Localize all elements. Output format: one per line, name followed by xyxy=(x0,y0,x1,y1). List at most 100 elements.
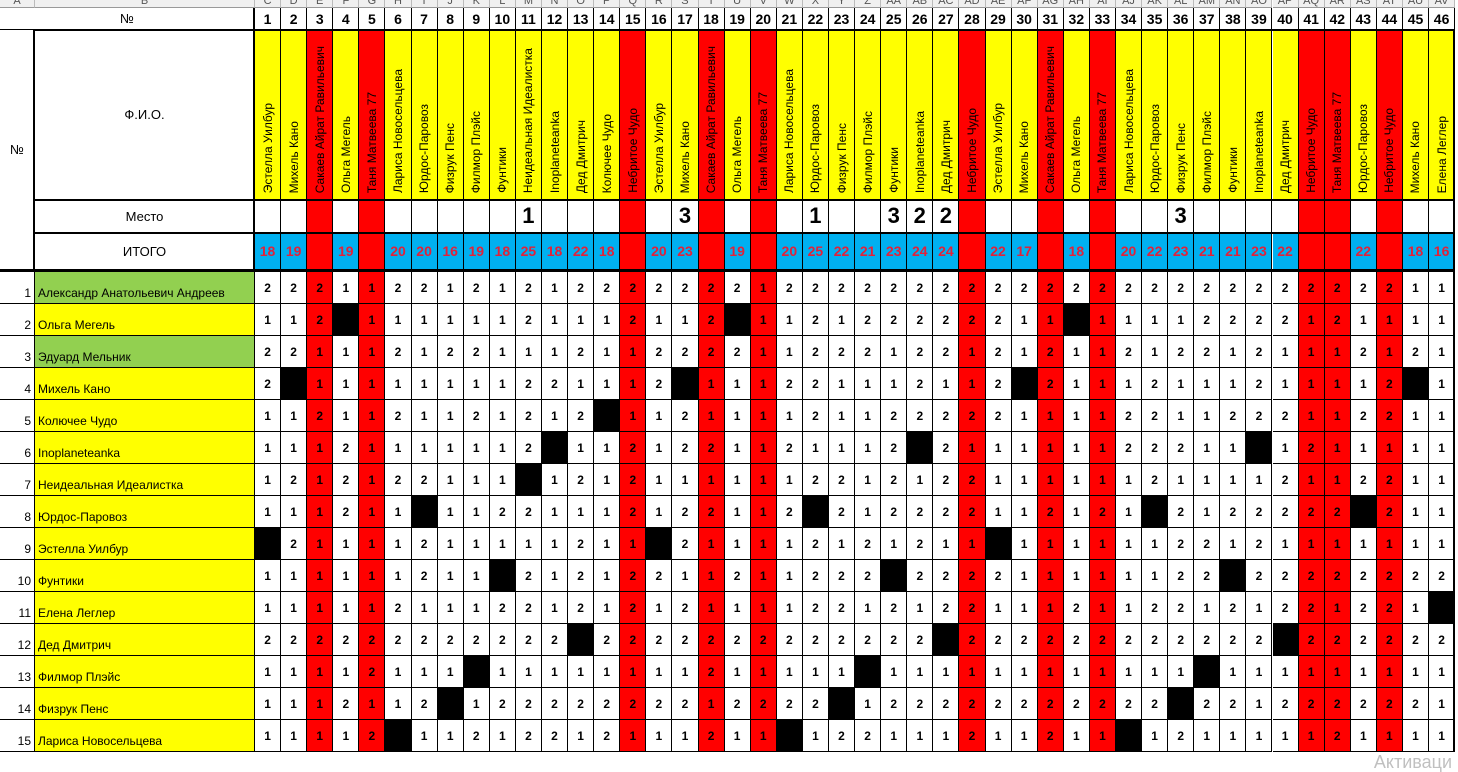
score-cell[interactable]: 1 xyxy=(359,432,386,464)
score-cell[interactable]: 1 xyxy=(437,496,464,528)
row-participant-name[interactable]: Эстелла Уилбур xyxy=(35,528,255,560)
score-cell[interactable]: 1 xyxy=(959,368,986,400)
score-cell[interactable]: 1 xyxy=(307,656,334,688)
self-vote-cell[interactable] xyxy=(1402,368,1430,400)
row-participant-name[interactable]: Ольга Мегель xyxy=(35,304,255,336)
score-cell[interactable]: 1 xyxy=(359,528,386,560)
score-cell[interactable]: 2 xyxy=(724,272,751,304)
score-cell[interactable]: 1 xyxy=(463,528,490,560)
score-cell[interactable]: 1 xyxy=(1350,304,1377,336)
score-cell[interactable]: 2 xyxy=(881,624,908,656)
score-cell[interactable]: 1 xyxy=(515,336,542,368)
score-cell[interactable]: 1 xyxy=(489,336,516,368)
score-cell[interactable]: 2 xyxy=(1272,400,1299,432)
self-vote-cell[interactable] xyxy=(907,432,934,464)
score-cell[interactable]: 1 xyxy=(828,304,856,336)
score-cell[interactable]: 2 xyxy=(1194,528,1221,560)
score-cell[interactable]: 2 xyxy=(698,656,725,688)
column-letter[interactable]: AP xyxy=(1272,0,1299,8)
score-cell[interactable]: 2 xyxy=(1142,400,1169,432)
score-cell[interactable]: 1 xyxy=(594,592,621,624)
score-cell[interactable]: 1 xyxy=(281,592,308,624)
column-letter[interactable]: AJ xyxy=(1115,0,1143,8)
score-cell[interactable]: 1 xyxy=(255,656,282,688)
score-cell[interactable]: 2 xyxy=(1037,624,1064,656)
score-cell[interactable]: 2 xyxy=(620,464,647,496)
row-participant-name[interactable]: Александр Анатольевич Андреев xyxy=(35,272,255,304)
score-cell[interactable]: 1 xyxy=(489,368,516,400)
score-cell[interactable]: 2 xyxy=(1429,560,1456,592)
row-participant-name[interactable]: Колючее Чудо xyxy=(35,400,255,432)
score-cell[interactable]: 1 xyxy=(1272,368,1299,400)
score-cell[interactable]: 2 xyxy=(802,400,829,432)
self-vote-cell[interactable] xyxy=(1350,496,1377,528)
score-cell[interactable]: 1 xyxy=(437,368,464,400)
score-cell[interactable]: 2 xyxy=(1220,624,1247,656)
column-letter[interactable]: P xyxy=(594,0,621,8)
score-cell[interactable]: 2 xyxy=(515,560,542,592)
self-vote-cell[interactable] xyxy=(385,720,412,752)
score-cell[interactable]: 1 xyxy=(1429,464,1456,496)
score-cell[interactable]: 2 xyxy=(1246,528,1273,560)
score-cell[interactable]: 2 xyxy=(1037,336,1064,368)
score-cell[interactable]: 2 xyxy=(907,528,934,560)
score-cell[interactable]: 2 xyxy=(1115,400,1143,432)
score-cell[interactable]: 1 xyxy=(1402,400,1430,432)
score-cell[interactable]: 2 xyxy=(1376,688,1403,720)
score-cell[interactable]: 2 xyxy=(515,592,542,624)
column-letter[interactable]: D xyxy=(281,0,308,8)
score-cell[interactable]: 2 xyxy=(1037,496,1064,528)
score-cell[interactable]: 1 xyxy=(855,432,882,464)
score-cell[interactable]: 2 xyxy=(672,400,699,432)
score-cell[interactable]: 2 xyxy=(672,688,699,720)
score-cell[interactable]: 2 xyxy=(411,688,438,720)
score-cell[interactable]: 1 xyxy=(620,720,647,752)
score-cell[interactable]: 1 xyxy=(1220,464,1247,496)
score-cell[interactable]: 1 xyxy=(515,528,542,560)
score-cell[interactable]: 2 xyxy=(1324,560,1351,592)
row-participant-name[interactable]: Фунтики xyxy=(35,560,255,592)
column-letter[interactable]: AM xyxy=(1194,0,1221,8)
score-cell[interactable]: 1 xyxy=(1142,560,1169,592)
score-cell[interactable]: 1 xyxy=(463,496,490,528)
score-cell[interactable]: 1 xyxy=(359,592,386,624)
score-cell[interactable]: 1 xyxy=(724,528,751,560)
score-cell[interactable]: 1 xyxy=(489,656,516,688)
score-cell[interactable]: 1 xyxy=(411,432,438,464)
score-cell[interactable]: 2 xyxy=(672,272,699,304)
score-cell[interactable]: 1 xyxy=(1089,560,1116,592)
score-cell[interactable]: 1 xyxy=(724,592,751,624)
score-cell[interactable]: 2 xyxy=(1194,624,1221,656)
self-vote-cell[interactable] xyxy=(1168,688,1195,720)
score-cell[interactable]: 2 xyxy=(1063,592,1090,624)
score-cell[interactable]: 1 xyxy=(1194,432,1221,464)
score-cell[interactable]: 2 xyxy=(933,688,960,720)
score-cell[interactable]: 1 xyxy=(620,368,647,400)
score-cell[interactable]: 2 xyxy=(985,336,1012,368)
score-cell[interactable]: 2 xyxy=(1115,272,1143,304)
score-cell[interactable]: 2 xyxy=(1142,368,1169,400)
column-letter[interactable]: AB xyxy=(907,0,934,8)
score-cell[interactable]: 1 xyxy=(1037,304,1064,336)
score-cell[interactable]: 1 xyxy=(646,656,673,688)
score-cell[interactable]: 1 xyxy=(359,560,386,592)
score-cell[interactable]: 2 xyxy=(959,688,986,720)
score-cell[interactable]: 1 xyxy=(1272,336,1299,368)
score-cell[interactable]: 2 xyxy=(1376,496,1403,528)
score-cell[interactable]: 1 xyxy=(1429,336,1456,368)
score-cell[interactable]: 1 xyxy=(1011,720,1038,752)
score-cell[interactable]: 2 xyxy=(776,688,803,720)
score-cell[interactable]: 2 xyxy=(594,624,621,656)
score-cell[interactable]: 1 xyxy=(1220,368,1247,400)
score-cell[interactable]: 2 xyxy=(959,560,986,592)
score-cell[interactable]: 1 xyxy=(594,656,621,688)
column-letter[interactable]: AQ xyxy=(1298,0,1325,8)
score-cell[interactable]: 1 xyxy=(1194,592,1221,624)
column-letter[interactable]: L xyxy=(489,0,516,8)
score-cell[interactable]: 1 xyxy=(1429,272,1456,304)
score-cell[interactable]: 2 xyxy=(463,624,490,656)
score-cell[interactable]: 2 xyxy=(1350,688,1377,720)
score-cell[interactable]: 2 xyxy=(385,592,412,624)
score-cell[interactable]: 1 xyxy=(1089,656,1116,688)
score-cell[interactable]: 2 xyxy=(802,624,829,656)
